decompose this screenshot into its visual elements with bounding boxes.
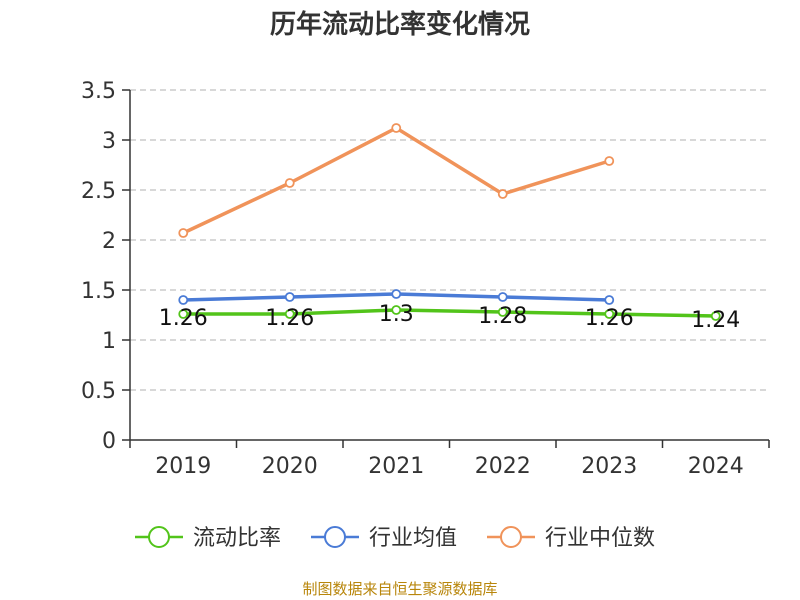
axes: 0 0.5 1 1.5 2 2.5 3 3.5 2019 2020 2021 2022 2023 2024 [81,79,770,479]
legend[interactable]: 流动比率 行业均值 行业中位数 [135,526,655,551]
data-label: 1.26 [159,306,208,331]
grid-lines [130,89,769,391]
legend-item-0[interactable]: 流动比率 [135,526,281,551]
legend-label: 流动比率 [193,526,281,551]
y-tick-label: 2.5 [81,179,116,204]
data-label: 1.26 [585,306,634,331]
data-point[interactable] [604,295,615,305]
data-label: 1.26 [265,306,314,331]
x-tick-label: 2024 [688,454,744,479]
data-point[interactable] [497,292,508,302]
y-tick-label: 3.5 [81,79,116,104]
source-note: 制图数据来自恒生聚源数据库 [302,580,497,598]
x-tick-label: 2022 [475,454,531,479]
data-point[interactable] [710,311,721,321]
data-point[interactable] [604,309,615,319]
data-label: 1.28 [478,304,527,329]
x-tick-label: 2020 [262,454,318,479]
data-point[interactable] [604,156,615,166]
y-tick-label: 1 [102,329,116,354]
data-point[interactable] [178,228,189,238]
x-tick-label: 2023 [581,454,637,479]
chart-title: 历年流动比率变化情况 [270,9,530,40]
data-point[interactable] [391,289,402,299]
legend-item-1[interactable]: 行业均值 [311,526,457,551]
legend-marker [500,526,522,548]
data-label: 1.3 [379,302,414,327]
x-tick-label: 2019 [155,454,211,479]
data-point[interactable] [284,309,295,319]
data-point[interactable] [178,295,189,305]
data-point[interactable] [178,309,189,319]
y-tick-label: 2 [102,229,116,254]
y-tick-label: 3 [102,129,116,154]
legend-label: 行业均值 [369,526,457,551]
x-tick-label: 2021 [368,454,424,479]
series-line-0 [183,308,716,318]
legend-item-2[interactable]: 行业中位数 [487,526,655,551]
data-point[interactable] [497,307,508,317]
legend-marker [148,526,170,548]
data-point[interactable] [284,178,295,188]
data-point[interactable] [391,305,402,315]
legend-marker [324,526,346,548]
legend-label: 行业中位数 [545,526,655,551]
data-point[interactable] [391,123,402,133]
data-label: 1.24 [691,308,740,333]
y-tick-label: 1.5 [81,279,116,304]
data-point[interactable] [284,292,295,302]
data-labels: 1.26 1.26 1.3 1.28 1.26 1.24 [159,302,740,333]
y-tick-label: 0.5 [81,379,116,404]
y-tick-label: 0 [102,429,116,454]
series-lines [178,123,721,321]
series-line-2 [182,126,610,235]
data-point[interactable] [497,189,508,199]
